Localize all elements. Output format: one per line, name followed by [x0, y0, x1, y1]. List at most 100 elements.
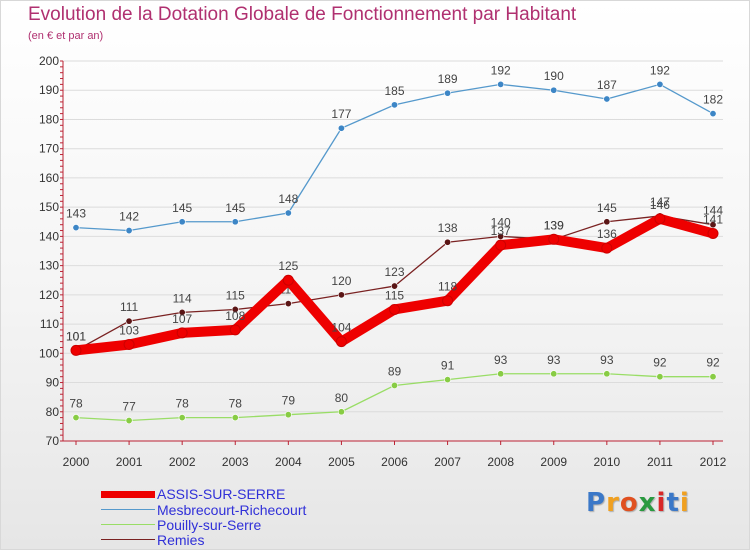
data-point	[656, 373, 664, 381]
data-point	[123, 339, 135, 351]
data-point	[337, 124, 345, 132]
data-label: 136	[597, 227, 617, 241]
data-point	[601, 242, 613, 254]
data-label: 78	[175, 397, 189, 411]
x-tick-label: 2012	[700, 455, 727, 469]
logo-letter: r	[606, 488, 620, 518]
data-point	[70, 344, 82, 356]
legend-swatch-pouilly	[101, 524, 155, 525]
data-label: 78	[69, 397, 83, 411]
data-label: 141	[703, 212, 723, 226]
chart-subtitle: (en € et par an)	[28, 30, 104, 42]
data-point	[603, 370, 611, 378]
data-point	[284, 300, 292, 308]
data-label: 120	[331, 274, 351, 288]
data-point	[231, 218, 239, 226]
data-point	[284, 411, 292, 419]
data-point	[444, 238, 452, 246]
data-point	[335, 336, 347, 348]
data-label: 125	[278, 259, 298, 273]
logo-letter: x	[638, 488, 657, 518]
data-point	[548, 233, 560, 245]
proxiti-logo: Proxiti	[586, 488, 690, 518]
data-point	[709, 373, 717, 381]
x-tick-label: 2004	[275, 455, 302, 469]
data-point	[337, 408, 345, 416]
data-label: 123	[384, 265, 404, 279]
data-point	[497, 370, 505, 378]
data-label: 101	[66, 329, 86, 343]
legend-label-mesbrecourt: Mesbrecourt-Richecourt	[157, 502, 307, 518]
data-point	[495, 239, 507, 251]
data-point	[444, 89, 452, 97]
data-label: 89	[388, 364, 402, 378]
data-point	[389, 303, 400, 315]
data-label: 148	[278, 192, 298, 206]
y-tick-label: 180	[39, 112, 59, 126]
y-tick-label: 110	[40, 317, 59, 331]
logo-letter: t	[666, 488, 680, 518]
data-point	[231, 414, 239, 422]
data-label: 145	[172, 201, 192, 215]
data-label: 77	[122, 400, 136, 414]
data-label: 143	[66, 207, 86, 221]
data-label: 190	[544, 69, 564, 83]
data-label: 118	[438, 280, 457, 294]
data-point	[284, 209, 292, 217]
x-tick-label: 2003	[222, 455, 249, 469]
data-label: 79	[282, 394, 296, 408]
data-point	[282, 274, 294, 286]
x-tick-label: 2002	[169, 455, 196, 469]
x-tick-label: 2011	[647, 455, 673, 469]
data-point	[497, 232, 505, 240]
data-label: 145	[597, 201, 617, 215]
data-point	[390, 381, 398, 389]
x-tick-label: 2007	[434, 455, 461, 469]
x-tick-label: 2009	[540, 455, 567, 469]
data-label: 103	[119, 324, 139, 338]
data-label: 92	[653, 356, 667, 370]
data-label: 182	[703, 93, 723, 107]
legend-swatch-assis	[101, 491, 155, 498]
x-tick-label: 2008	[487, 455, 514, 469]
data-point	[176, 327, 188, 339]
data-label: 114	[173, 291, 192, 305]
data-label: 145	[225, 201, 245, 215]
y-tick-label: 90	[46, 376, 60, 390]
data-point	[709, 221, 717, 229]
data-point	[178, 218, 186, 226]
chart-title: Evolution de la Dotation Globale de Fonc…	[28, 4, 577, 25]
data-point	[125, 317, 133, 325]
data-label: 115	[226, 288, 245, 302]
data-label: 101	[66, 329, 86, 343]
y-tick-label: 140	[39, 229, 59, 243]
data-point	[444, 376, 452, 384]
y-tick-label: 120	[39, 288, 59, 302]
y-tick-label: 170	[39, 142, 59, 156]
data-label: 139	[544, 218, 564, 232]
data-label: 104	[331, 321, 351, 335]
y-tick-label: 80	[46, 405, 60, 419]
data-point	[709, 110, 717, 118]
data-label: 137	[491, 224, 511, 238]
data-point	[603, 95, 611, 103]
data-label: 80	[335, 391, 349, 405]
data-label: 138	[438, 221, 458, 235]
data-point	[442, 295, 454, 307]
data-label: 192	[650, 63, 670, 77]
data-label: 142	[119, 210, 139, 224]
data-point	[72, 224, 80, 232]
y-tick-label: 70	[46, 434, 60, 448]
data-point	[125, 227, 133, 235]
data-label: 93	[600, 353, 614, 367]
data-label: 189	[438, 72, 458, 86]
data-label: 192	[491, 63, 511, 77]
data-point	[390, 282, 398, 290]
data-label: 187	[597, 78, 617, 92]
data-label: 139	[544, 218, 564, 232]
data-point	[656, 80, 664, 88]
data-point	[497, 80, 505, 88]
x-tick-label: 2000	[63, 455, 90, 469]
